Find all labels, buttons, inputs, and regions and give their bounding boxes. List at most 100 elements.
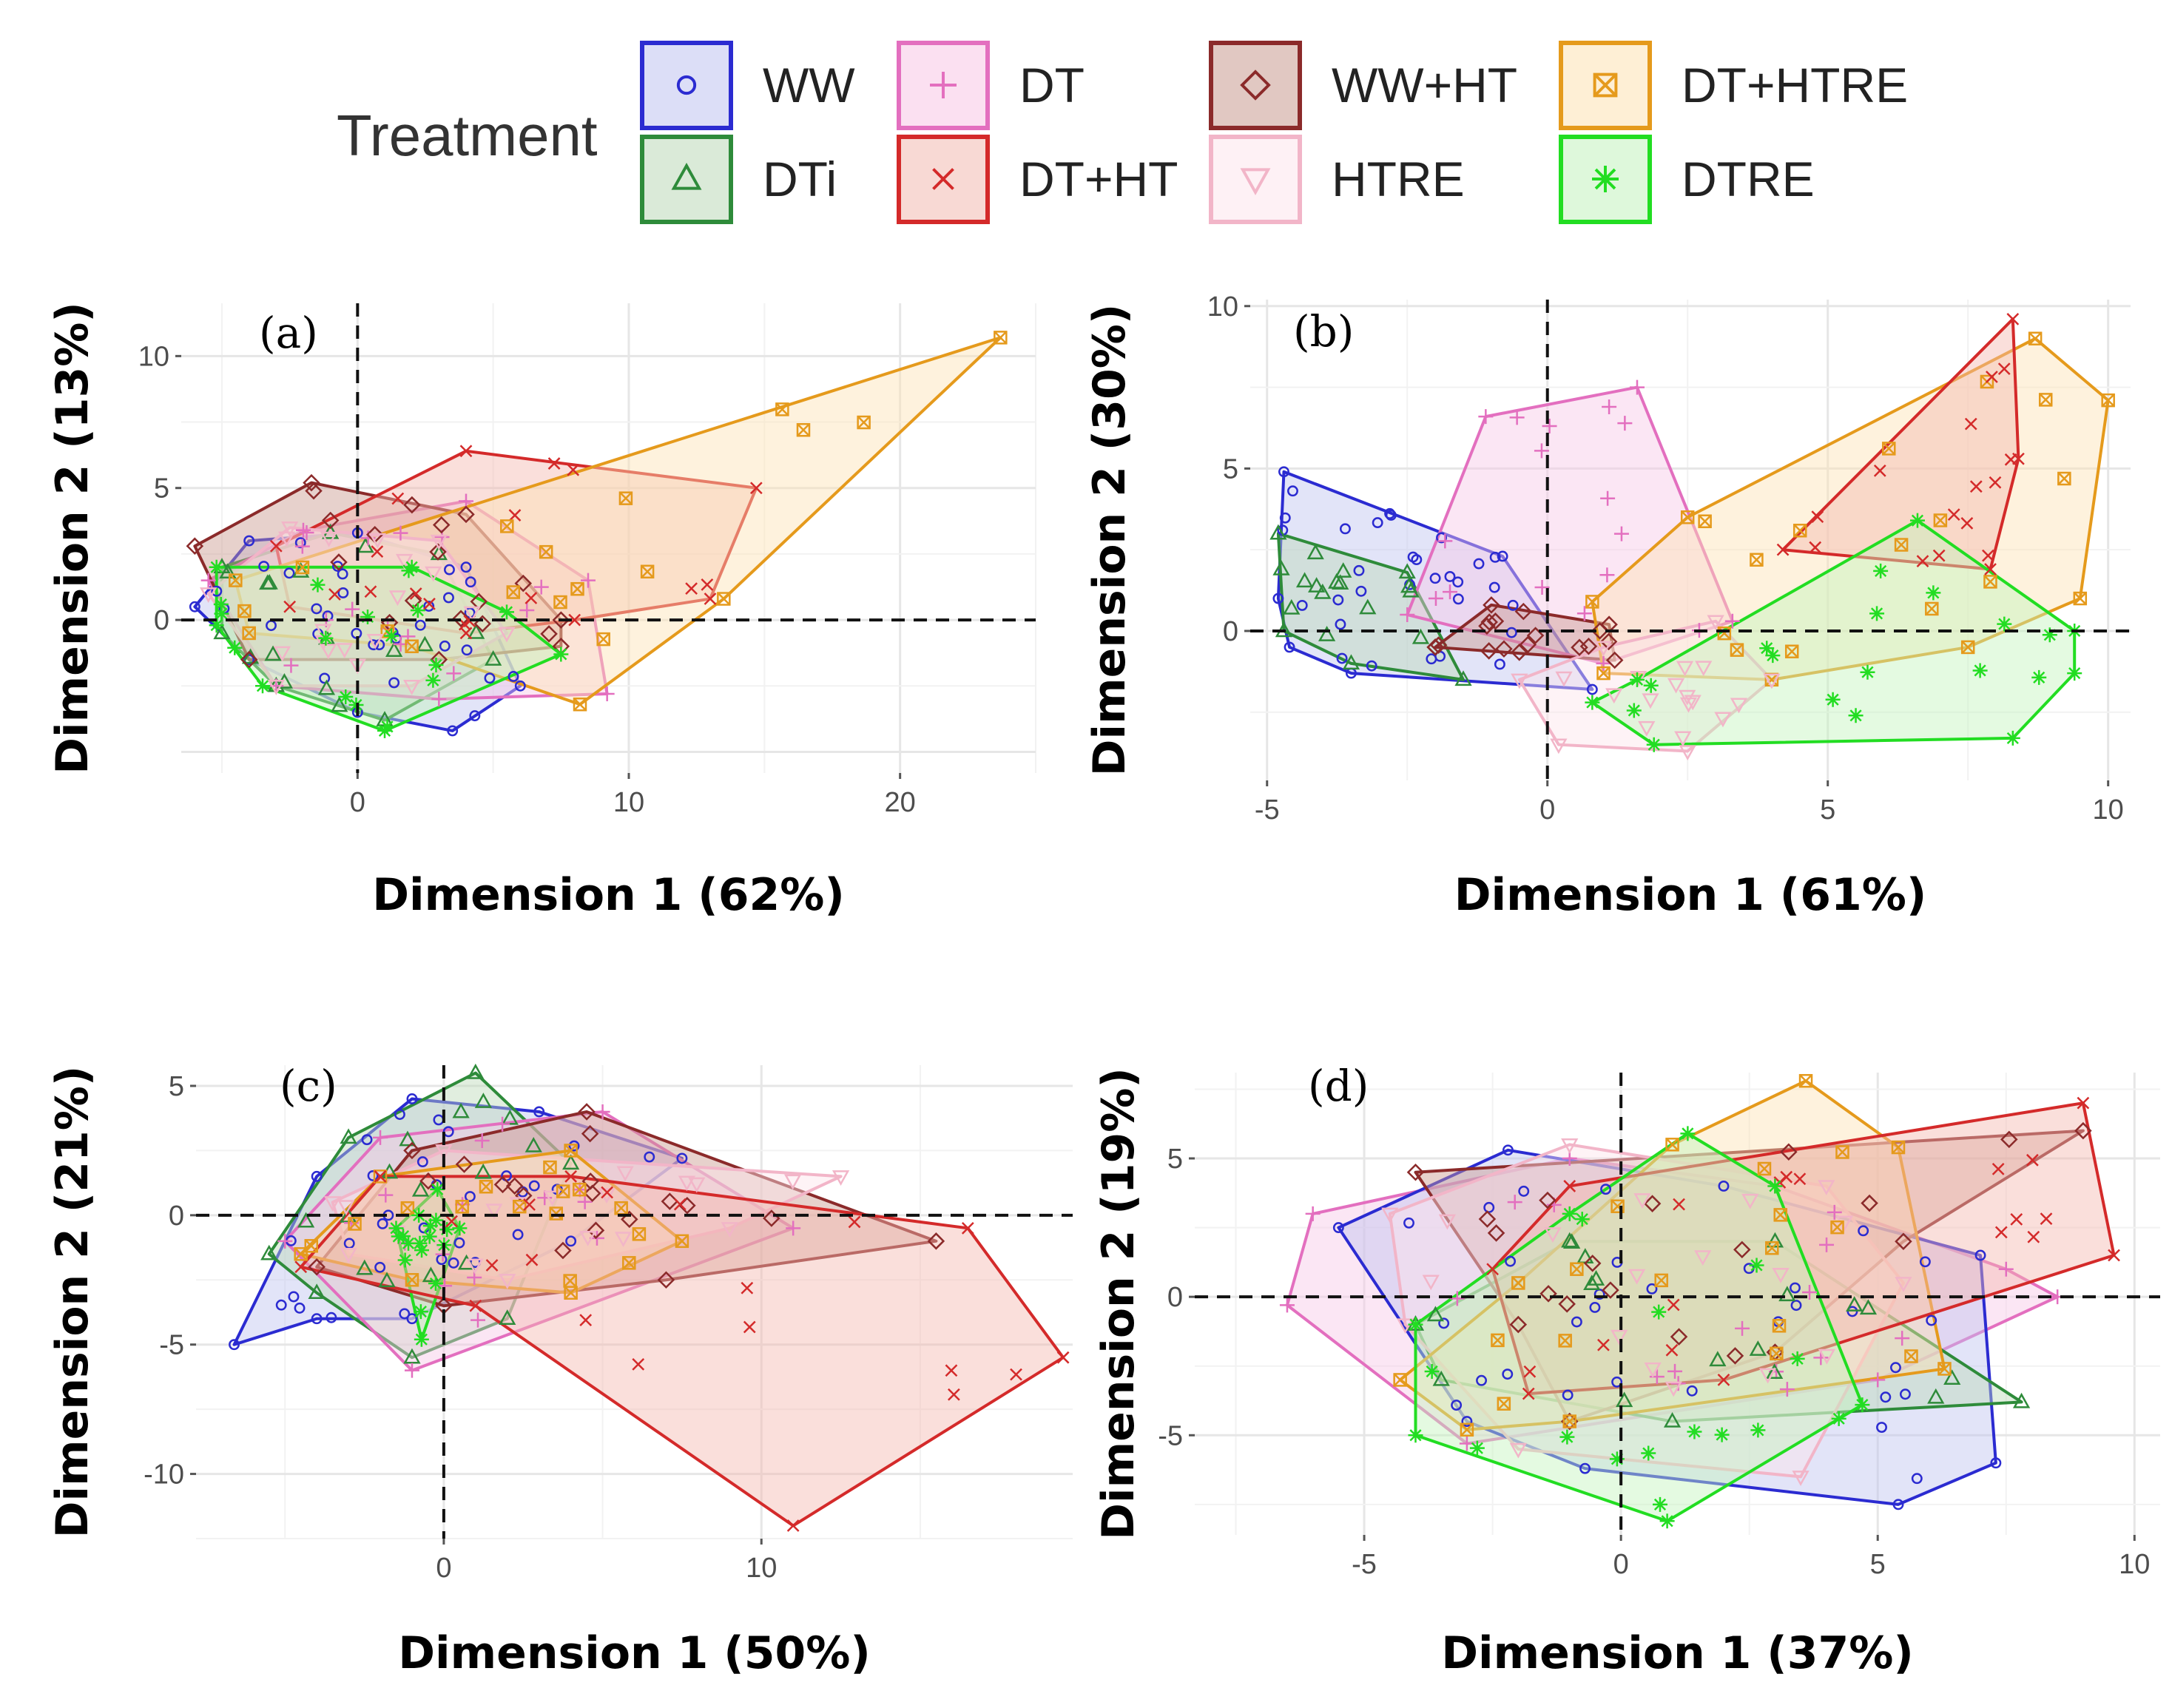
point-wwht bbox=[1406, 1163, 1425, 1181]
point-ww bbox=[1686, 1385, 1698, 1397]
point-htre bbox=[1422, 1275, 1440, 1291]
point-dtre bbox=[1972, 663, 1988, 678]
point-ww bbox=[1990, 1457, 2002, 1469]
point-dti bbox=[1318, 626, 1336, 641]
point-dtre bbox=[1585, 695, 1600, 710]
x-tick-label: 10 bbox=[2119, 1549, 2150, 1580]
point-dt bbox=[1724, 613, 1740, 629]
hull-dt bbox=[1406, 385, 1734, 665]
point-dti bbox=[322, 523, 340, 539]
panel-c-grid bbox=[196, 1065, 1073, 1539]
point-wwht bbox=[1895, 1232, 1912, 1251]
point-dthtre bbox=[556, 1184, 570, 1198]
point-htre bbox=[323, 1196, 342, 1212]
point-htre bbox=[336, 643, 354, 659]
point-dti bbox=[452, 1102, 470, 1118]
point-dt bbox=[1629, 379, 1645, 395]
point-htre bbox=[430, 534, 448, 550]
point-dt bbox=[1819, 1237, 1835, 1252]
point-ww bbox=[1502, 1144, 1514, 1156]
point-ww bbox=[1451, 1400, 1463, 1411]
panel-a-y-axis-title: Dimension 2 (13%) bbox=[47, 302, 98, 774]
point-wwht bbox=[514, 574, 533, 593]
point-dthtre bbox=[1830, 1220, 1844, 1235]
point-dti bbox=[1766, 1232, 1784, 1248]
point-htre bbox=[320, 531, 338, 547]
point-dtht bbox=[269, 539, 283, 553]
point-ww bbox=[568, 1140, 580, 1152]
point-dtre bbox=[439, 1222, 455, 1238]
point-ww bbox=[229, 1339, 240, 1351]
point-ww bbox=[1502, 1368, 1514, 1380]
hull-wwht bbox=[1434, 603, 1616, 662]
point-wwht bbox=[404, 592, 422, 610]
y-tick-label: 10 bbox=[1207, 291, 1238, 323]
point-htre bbox=[1707, 615, 1724, 631]
point-ww bbox=[211, 585, 223, 597]
panel-c-y-axis-title: Dimension 2 (21%) bbox=[47, 1066, 98, 1539]
point-ww bbox=[311, 1313, 323, 1325]
point-ww bbox=[374, 1261, 386, 1273]
point-dt bbox=[200, 573, 216, 588]
legend-marker-htre bbox=[1240, 168, 1271, 196]
point-dtht bbox=[1811, 510, 1824, 523]
point-wwht bbox=[493, 1175, 512, 1194]
point-dtht bbox=[1989, 476, 2002, 489]
x-tick-label: 20 bbox=[885, 787, 916, 818]
panel-a-x-axis-title: Dimension 1 (62%) bbox=[372, 869, 845, 921]
point-dtht bbox=[371, 545, 384, 558]
point-dt bbox=[1649, 1369, 1665, 1385]
point-dt bbox=[599, 686, 615, 701]
point-wwht bbox=[1486, 612, 1505, 630]
point-ww bbox=[1494, 658, 1505, 670]
point-dtht bbox=[564, 1169, 578, 1183]
point-dt bbox=[1802, 1285, 1818, 1300]
point-dthtre bbox=[1654, 1273, 1668, 1288]
point-wwht bbox=[1558, 1295, 1576, 1313]
point-dti bbox=[260, 1244, 278, 1260]
point-dtht bbox=[567, 463, 580, 476]
point-ww bbox=[447, 725, 459, 737]
point-ww bbox=[368, 639, 380, 651]
point-dtht bbox=[525, 1253, 539, 1266]
x-tick-label: 0 bbox=[1613, 1549, 1629, 1580]
point-dthtre bbox=[405, 1273, 419, 1287]
point-dtre bbox=[1860, 664, 1875, 680]
point-ww bbox=[1278, 466, 1289, 478]
point-dti bbox=[264, 645, 282, 661]
point-ww bbox=[1476, 1374, 1488, 1386]
point-ww bbox=[311, 603, 323, 615]
point-dtht bbox=[1776, 543, 1790, 556]
point-ww bbox=[484, 672, 496, 684]
point-dthtre bbox=[857, 415, 871, 430]
point-ww bbox=[512, 1229, 524, 1241]
point-htre bbox=[1644, 1362, 1662, 1378]
legend-label-htre: HTRE bbox=[1332, 152, 1465, 206]
point-dtht bbox=[459, 445, 473, 458]
point-htre bbox=[1667, 678, 1685, 694]
legend-item-dthtre: DT+HTRE bbox=[1559, 41, 1908, 130]
point-dtre bbox=[1574, 1212, 1590, 1227]
point-ww bbox=[644, 1151, 655, 1163]
panel-d-x-axis-title: Dimension 1 (37%) bbox=[1441, 1627, 1914, 1679]
point-dthtre bbox=[1894, 538, 1909, 552]
point-htre bbox=[1550, 738, 1568, 755]
point-ww bbox=[1926, 1314, 1937, 1326]
point-dtre bbox=[401, 563, 416, 578]
y-tick-label: -5 bbox=[1158, 1420, 1183, 1451]
point-dtht bbox=[364, 585, 377, 598]
point-ww bbox=[1505, 627, 1517, 638]
point-ww bbox=[1586, 683, 1598, 695]
point-ww bbox=[676, 1152, 688, 1164]
point-ww bbox=[361, 1134, 373, 1146]
point-dti bbox=[308, 1283, 326, 1300]
point-dthtre bbox=[573, 697, 587, 712]
hull-dtre bbox=[1414, 1132, 1864, 1523]
point-wwht bbox=[419, 1172, 437, 1190]
point-ww bbox=[1518, 1185, 1530, 1197]
panel-b-hulls bbox=[1276, 317, 2110, 753]
point-ww bbox=[367, 1169, 379, 1181]
panel-d-y-axis-title: Dimension 2 (19%) bbox=[1093, 1067, 1144, 1540]
point-htre bbox=[366, 633, 384, 649]
point-htre bbox=[466, 1258, 484, 1275]
